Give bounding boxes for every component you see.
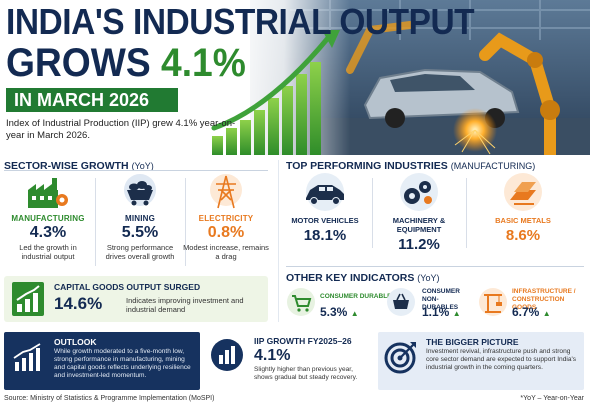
industry-value: 8.6% <box>505 227 541 244</box>
other-indicators-title: OTHER KEY INDICATORS (YoY) <box>286 272 440 284</box>
indicator-consumer-non-durables: CONSUMER NON-DURABLES 1.1% ▲ <box>386 287 476 323</box>
sector-name: MANUFACTURING <box>11 214 85 223</box>
sector-name: MINING <box>124 214 156 223</box>
metal-bars-icon <box>504 173 542 211</box>
sector-desc: Strong performance drives overall growth <box>105 243 175 261</box>
capital-goods-box: CAPITAL GOODS OUTPUT SURGED 14.6% Indica… <box>4 276 268 322</box>
industry-basic-metals: BASIC METALS 8.6% <box>478 172 568 252</box>
industry-value: 18.1% <box>303 227 347 244</box>
bigger-picture-title: THE BIGGER PICTURE <box>426 337 519 347</box>
bigger-picture-box: THE BIGGER PICTURE Investment revival, i… <box>378 332 584 390</box>
target-icon <box>384 342 416 374</box>
growth-bars-arrow <box>211 30 340 155</box>
bar-chart-icon <box>211 339 243 371</box>
sector-card-manufacturing: MANUFACTURING 4.3% Led the growth in ind… <box>4 174 92 270</box>
indicator-infrastructure-construction: INFRASTRUCTURE / CONSTRUCTION GOODS 6.7%… <box>478 287 586 323</box>
top-industries-title: TOP PERFORMING INDUSTRIES (MANUFACTURING… <box>286 160 536 172</box>
trend-chart-icon <box>13 343 41 371</box>
capital-goods-title: CAPITAL GOODS OUTPUT SURGED <box>54 282 201 292</box>
factory-icon <box>28 178 68 208</box>
industry-value: 11.2% <box>398 236 440 253</box>
indicator-value: 1.1% ▲ <box>422 305 461 319</box>
sector-name: ELECTRICITY <box>198 214 254 223</box>
crane-icon <box>479 288 507 316</box>
fy-growth-value: 4.1% <box>254 347 291 364</box>
mining-cart-icon <box>124 174 156 206</box>
industry-motor-vehicles: MOTOR VEHICLES 18.1% <box>280 172 370 252</box>
fy-growth-title: IIP GROWTH FY2025–26 <box>254 336 352 346</box>
sector-desc: Led the growth in industrial output <box>19 243 77 261</box>
sector-card-mining: MINING 5.5% Strong performance drives ov… <box>96 174 184 270</box>
sector-card-electricity: ELECTRICITY 0.8% Modest increase, remain… <box>182 174 270 270</box>
bigger-picture-text: Investment revival, infrastructure push … <box>426 348 577 371</box>
shopping-cart-icon <box>287 288 315 316</box>
capital-goods-desc: Indicates improving investment and indus… <box>126 296 244 314</box>
sector-value: 4.3% <box>29 224 67 241</box>
sector-value: 5.5% <box>121 224 159 241</box>
factory-robot-illustration <box>250 0 590 155</box>
yoy-footnote: *YoY – Year-on-Year <box>520 395 584 402</box>
indicator-consumer-durables: CONSUMER DURABLES 5.3% ▲ <box>286 287 396 323</box>
title-line-1: INDIA'S INDUSTRIAL OUTPUT <box>6 1 475 42</box>
car-icon <box>306 173 344 211</box>
industry-name: MACHINERY & EQUIPMENT <box>392 216 446 234</box>
rising-bars-icon <box>12 282 44 316</box>
headline-growth-value: 4.1% <box>161 41 246 85</box>
up-arrow-icon: ▲ <box>350 309 359 318</box>
industry-machinery-equipment: MACHINERY & EQUIPMENT 11.2% <box>374 172 464 253</box>
fy-growth-desc: Slightly higher than previous year, show… <box>254 366 358 381</box>
indicator-name: CONSUMER DURABLES <box>320 293 396 300</box>
title-line-2: GROWS 4.1% <box>6 41 246 85</box>
month-banner: IN MARCH 2026 <box>6 88 178 112</box>
indicator-value: 6.7% ▲ <box>512 305 551 319</box>
industry-name: BASIC METALS <box>495 216 551 225</box>
gears-icon <box>400 173 438 211</box>
capital-goods-value: 14.6% <box>54 294 103 313</box>
up-arrow-icon: ▲ <box>452 309 461 318</box>
up-arrow-icon: ▲ <box>542 309 551 318</box>
indicator-value: 5.3% ▲ <box>320 305 359 319</box>
sector-desc: Modest increase, remains a drag <box>183 243 269 261</box>
indicator-name: CONSUMER NON-DURABLES <box>422 288 460 311</box>
outlook-text: While growth moderated to a five-month l… <box>54 348 191 379</box>
intro-text: Index of Industrial Production (IIP) gre… <box>6 118 236 141</box>
industry-name: MOTOR VEHICLES <box>291 216 359 225</box>
power-tower-icon <box>210 174 242 209</box>
sector-value: 0.8% <box>207 224 245 241</box>
outlook-title: OUTLOOK <box>54 337 97 347</box>
hero-header: INDIA'S INDUSTRIAL OUTPUT GROWS 4.1% IN … <box>0 0 590 155</box>
basket-icon <box>387 288 415 316</box>
fy-growth-block: IIP GROWTH FY2025–26 4.1% Slightly highe… <box>206 332 372 390</box>
sector-section-title: SECTOR-WISE GROWTH (YoY) <box>4 160 154 172</box>
source-footer: Source: Ministry of Statistics & Program… <box>4 395 215 402</box>
indicator-name: INFRASTRUCTURE / CONSTRUCTION GOODS <box>512 288 576 311</box>
outlook-box: OUTLOOK While growth moderated to a five… <box>4 332 200 390</box>
